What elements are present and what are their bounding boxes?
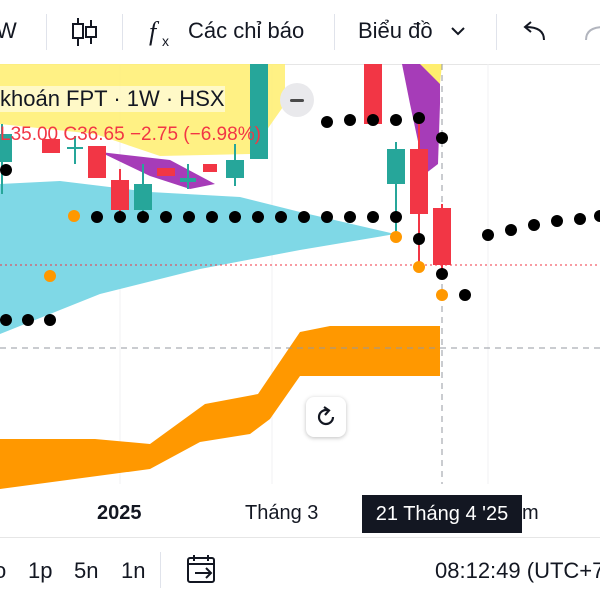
candle-down	[364, 64, 382, 124]
function-icon[interactable]: f x	[147, 16, 177, 53]
candle-up	[134, 184, 152, 210]
candle-up	[250, 64, 268, 159]
candle-down	[88, 146, 106, 178]
range-button-5n[interactable]: 5n	[74, 558, 99, 583]
candle-up	[180, 178, 196, 182]
undo-icon[interactable]	[520, 20, 548, 49]
range-button[interactable]: o	[0, 558, 7, 583]
svg-text:x: x	[162, 33, 169, 48]
indicators-button[interactable]: Các chỉ báo	[188, 18, 305, 43]
reset-chart-button[interactable]	[306, 397, 346, 437]
candle-down	[433, 208, 451, 265]
redo-icon[interactable]	[582, 20, 600, 49]
x-axis-label: 2025	[97, 502, 142, 524]
chart-area[interactable]: khoán FPT · 1W · HSX L35.00 C36.65 −2.75…	[0, 64, 600, 536]
range-button-1p[interactable]: 1p	[28, 558, 53, 583]
reset-icon	[317, 406, 335, 426]
x-axis-label: Tháng 3	[245, 502, 319, 524]
cloud-orange	[0, 326, 440, 489]
candle-down	[42, 139, 60, 153]
candle-down	[157, 168, 175, 176]
go-to-date-icon[interactable]	[185, 553, 219, 590]
candle-up	[387, 149, 405, 184]
toolbar-divider	[496, 14, 497, 50]
top-toolbar: W f x Các chỉ báo Biểu đồ	[0, 0, 600, 65]
clock-timezone[interactable]: 08:12:49 (UTC+7	[435, 558, 600, 583]
toolbar-divider	[122, 14, 123, 50]
chart-type-button[interactable]: Biểu đồ	[358, 18, 433, 43]
cloud-cyan	[0, 181, 395, 334]
chevron-down-icon[interactable]	[449, 22, 467, 45]
collapse-legend-button[interactable]	[280, 83, 314, 117]
toolbar-divider	[334, 14, 335, 50]
svg-text:f: f	[149, 17, 160, 46]
indicator-dots-orange	[44, 210, 448, 301]
symbol-legend-title[interactable]: khoán FPT · 1W · HSX	[0, 86, 225, 112]
candlestick-icon[interactable]	[70, 16, 98, 53]
candle-up	[0, 134, 12, 162]
minus-icon	[290, 99, 304, 102]
interval-button[interactable]: W	[0, 18, 17, 43]
range-button-1n[interactable]: 1n	[121, 558, 146, 583]
bottom-bar: o 1p 5n 1n 08:12:49 (UTC+7	[0, 537, 600, 601]
toolbar-divider	[46, 14, 47, 50]
candle-down	[410, 149, 428, 214]
indicator-dots-black	[0, 112, 600, 326]
crosshair-time-label: 21 Tháng 4 '25	[362, 495, 522, 533]
candle-down	[111, 180, 129, 210]
ohlc-legend: L35.00 C36.65 −2.75 (−6.98%)	[0, 124, 261, 145]
candle-down	[203, 164, 217, 172]
candle-up	[226, 160, 244, 178]
toolbar-divider	[160, 552, 161, 588]
cloud-yellow-right	[420, 64, 442, 84]
candles	[0, 64, 451, 272]
x-axis-label: m	[522, 502, 539, 524]
